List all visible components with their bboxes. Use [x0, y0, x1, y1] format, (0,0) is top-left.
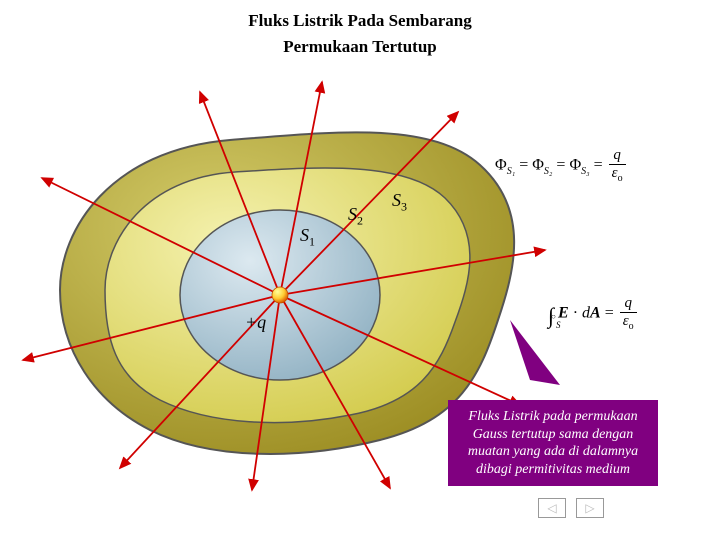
flux-equality-equation: ΦS₁ = ΦS₂ = ΦS₃ = q εo: [495, 148, 628, 184]
charge-dot: [272, 287, 288, 303]
surface-s2-label: S2: [348, 204, 363, 229]
callout-text: Fluks Listrik pada permukaan Gauss tertu…: [468, 409, 638, 477]
charge-label: +q: [245, 312, 266, 333]
surface-s3-label: S3: [392, 190, 407, 215]
next-button[interactable]: ▷: [576, 498, 604, 518]
prev-button[interactable]: ◁: [538, 498, 566, 518]
gauss-law-equation: ∫○S E · dA = q εo: [548, 296, 639, 332]
callout-box: Fluks Listrik pada permukaan Gauss tertu…: [448, 400, 658, 486]
surface-s1-label: S1: [300, 225, 315, 250]
nav-buttons: ◁ ▷: [538, 498, 604, 518]
